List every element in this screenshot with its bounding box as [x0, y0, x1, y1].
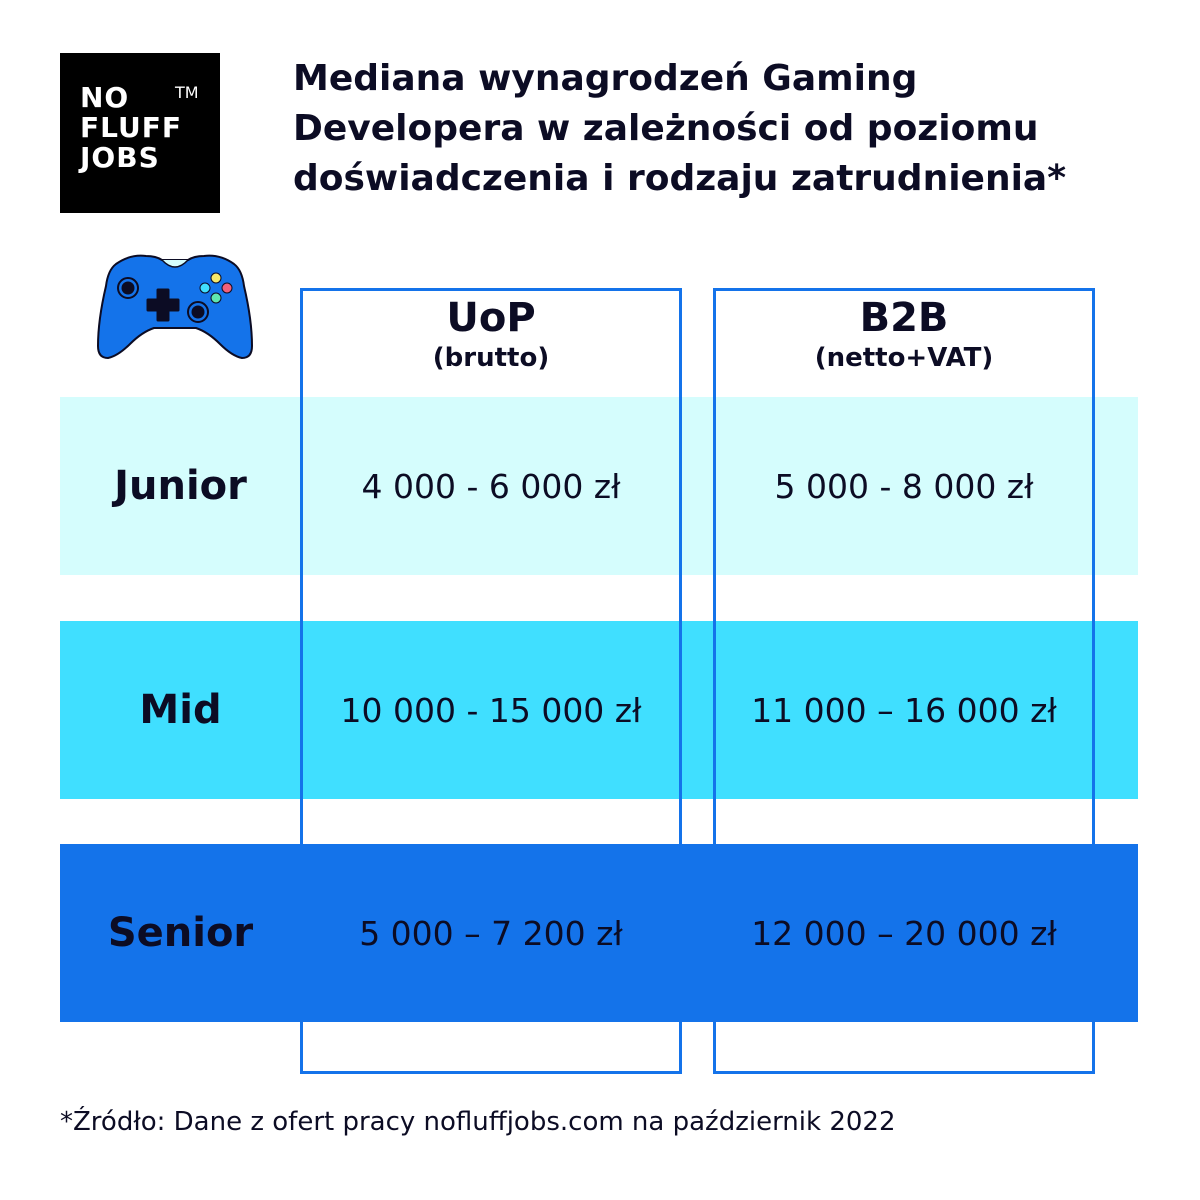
- cell-junior-b2b: 5 000 - 8 000 zł: [774, 466, 1034, 506]
- logo-line-2: FLUFF: [80, 111, 182, 144]
- logo-line-3: JOBS: [80, 141, 160, 174]
- cell-mid-uop: 10 000 - 15 000 zł: [340, 690, 642, 730]
- cell-senior-uop: 5 000 – 7 200 zł: [359, 913, 623, 953]
- column-header-uop-label: UoP: [446, 295, 536, 341]
- source-footnote: *Źródło: Dane z ofert pracy nofluffjobs.…: [60, 1107, 896, 1137]
- level-label-senior: Senior: [107, 910, 254, 956]
- column-header-uop: UoP (brutto): [300, 292, 682, 374]
- cell-mid-b2b: 11 000 – 16 000 zł: [751, 690, 1057, 730]
- column-header-b2b-label: B2B: [859, 295, 949, 341]
- logo-text: NO FLUFF JOBS: [80, 83, 182, 173]
- nofluffjobs-logo: NO FLUFF JOBS TM: [60, 53, 220, 213]
- cell-junior-uop: 4 000 - 6 000 zł: [361, 466, 621, 506]
- level-label-junior: Junior: [114, 463, 247, 509]
- logo-line-1: NO: [80, 81, 130, 114]
- page-title: Mediana wynagrodzeń Gaming Developera w …: [293, 58, 1067, 199]
- column-header-b2b-sublabel: (netto+VAT): [814, 343, 994, 373]
- column-header-b2b: B2B (netto+VAT): [713, 292, 1095, 374]
- cell-senior-b2b: 12 000 – 20 000 zł: [751, 913, 1057, 953]
- row-senior: Senior 5 000 – 7 200 zł 12 000 – 20 000 …: [60, 844, 1138, 1022]
- game-controller-icon: [96, 254, 254, 360]
- trademark-mark: TM: [175, 83, 199, 102]
- level-label-mid: Mid: [139, 687, 222, 733]
- row-junior: Junior 4 000 - 6 000 zł 5 000 - 8 000 zł: [60, 397, 1138, 575]
- column-header-uop-sublabel: (brutto): [432, 343, 550, 373]
- row-mid: Mid 10 000 - 15 000 zł 11 000 – 16 000 z…: [60, 621, 1138, 799]
